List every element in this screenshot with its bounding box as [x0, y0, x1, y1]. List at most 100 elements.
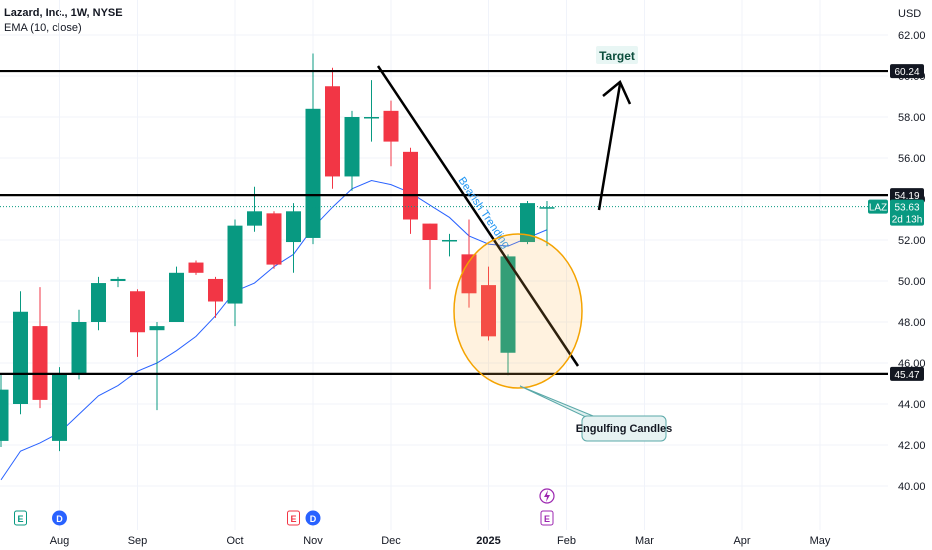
x-tick-label: Mar [635, 535, 654, 547]
grid [0, 0, 888, 530]
chart-legend: Lazard, Inc., 1W, NYSE EMA (10, close) [4, 6, 123, 36]
candle-body [169, 272, 184, 322]
candle-body [461, 254, 477, 294]
y-tick-label: 58.00 [898, 112, 926, 124]
event-letter: D [56, 514, 63, 524]
price-axis[interactable]: USD40.0042.0044.0046.0048.0050.0052.0054… [868, 8, 926, 493]
last-price-label: 53.63 [894, 203, 919, 214]
candle-body [208, 278, 223, 302]
candle [266, 211, 282, 269]
candle [13, 291, 28, 415]
x-tick-label: May [810, 535, 831, 547]
time-axis[interactable]: Aug Sep Oct Nov Dec 2025 Feb Mar Apr May [50, 535, 831, 547]
dividend-marker: D [52, 510, 67, 526]
target-label: Target [599, 49, 635, 63]
bearish-trendline [376, 65, 580, 367]
candle [208, 276, 223, 318]
x-tick-label: Dec [381, 535, 401, 547]
dividend-icon [305, 510, 321, 526]
candle-body [422, 223, 438, 240]
level-price-label: 45.47 [894, 370, 919, 381]
candle [227, 219, 243, 327]
candle-body [227, 225, 243, 304]
candle [247, 186, 262, 232]
candle [286, 203, 301, 273]
candle-body [481, 285, 496, 337]
candle-body [305, 108, 321, 238]
level-price-tag [890, 366, 924, 381]
earnings-icon [540, 510, 554, 526]
earnings-marker: E [540, 510, 554, 526]
level-price-tag [890, 64, 924, 79]
candle [481, 266, 496, 341]
candle [539, 201, 555, 247]
candle-body [286, 211, 301, 243]
candle-body [344, 117, 360, 177]
level-price-tag [890, 188, 924, 203]
x-tick-label: Nov [303, 535, 323, 547]
candle-body [188, 262, 204, 273]
dividend-marker: D [305, 510, 321, 526]
target-arrow-head [602, 79, 632, 105]
candle [110, 276, 126, 288]
candle [91, 276, 106, 331]
legend-indicator: EMA (10, close) [4, 22, 82, 34]
callout-pointer [519, 385, 599, 419]
y-tick-label: 40.00 [898, 481, 926, 493]
event-letter: D [310, 514, 317, 524]
candle-body [403, 151, 418, 220]
level-price-label: 54.19 [894, 191, 919, 202]
event-letter: E [544, 514, 550, 524]
x-tick-label: Apr [733, 535, 750, 547]
candle [325, 67, 340, 189]
candle-body [266, 213, 282, 265]
y-tick-label: 62.00 [898, 30, 926, 42]
candle [500, 254, 516, 376]
candle-body [32, 326, 48, 400]
candle-body [0, 389, 9, 441]
candle-body [383, 110, 399, 142]
event-letter: E [17, 514, 23, 524]
candle [422, 223, 438, 290]
symbol-tag [868, 199, 888, 214]
earnings-marker: E [287, 510, 300, 526]
x-tick-label: Feb [557, 535, 576, 547]
x-tick-label: Oct [226, 535, 243, 547]
y-tick-label: 42.00 [898, 440, 926, 452]
candle [383, 100, 399, 167]
x-tick-label: Aug [50, 535, 70, 547]
candle-body [364, 117, 379, 119]
candle [52, 367, 67, 452]
x-tick-label: Sep [128, 535, 148, 547]
countdown-label: 2d 13h [892, 215, 923, 226]
candle-body [325, 86, 340, 177]
candle [442, 233, 457, 257]
candle [344, 110, 360, 191]
candle [32, 287, 48, 409]
candle-body [149, 326, 165, 331]
y-tick-label: 50.00 [898, 276, 926, 288]
candle-body [520, 203, 535, 243]
candle [305, 53, 321, 245]
candle-body [13, 311, 28, 404]
candle-body [52, 373, 67, 441]
legend-title: Lazard, Inc., 1W, NYSE [4, 7, 123, 19]
last-price-tag [890, 199, 924, 226]
target-arrow-shaft [597, 83, 622, 211]
candle [403, 147, 418, 234]
candle-body [500, 256, 516, 353]
candle [149, 322, 165, 411]
lightning-glyph [544, 490, 550, 502]
candle [364, 80, 379, 142]
currency-label: USD [898, 8, 921, 20]
candle [188, 260, 204, 275]
target-label-bg [596, 46, 638, 64]
candle [130, 289, 145, 357]
candle [169, 266, 184, 322]
candle [461, 219, 477, 308]
event-letter: E [290, 514, 296, 524]
y-tick-label: 48.00 [898, 317, 926, 329]
